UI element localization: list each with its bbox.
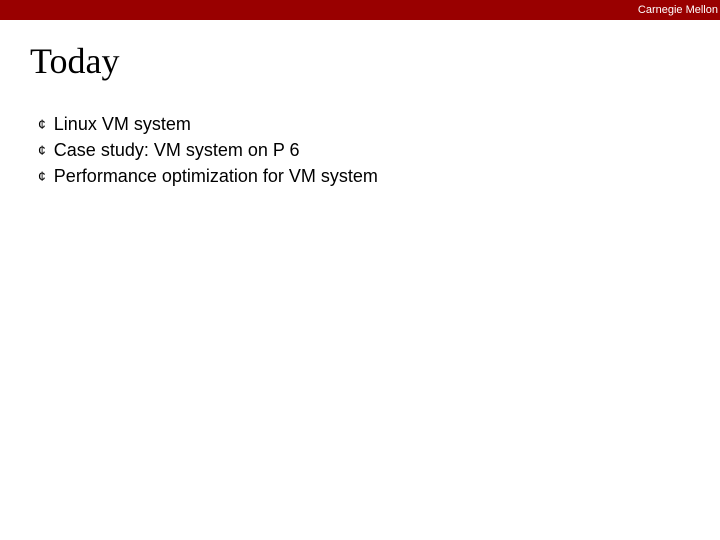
bullet-text: Linux VM system <box>54 112 191 136</box>
slide-content: Today ¢ Linux VM system ¢ Case study: VM… <box>0 20 720 188</box>
bullet-marker: ¢ <box>38 164 46 188</box>
bullet-text: Case study: VM system on P 6 <box>54 138 300 162</box>
list-item: ¢ Case study: VM system on P 6 <box>38 138 690 162</box>
header-bar: Carnegie Mellon <box>0 0 720 20</box>
bullet-list: ¢ Linux VM system ¢ Case study: VM syste… <box>30 112 690 188</box>
header-org-label: Carnegie Mellon <box>638 4 718 16</box>
slide-title: Today <box>30 40 690 82</box>
list-item: ¢ Linux VM system <box>38 112 690 136</box>
bullet-text: Performance optimization for VM system <box>54 164 378 188</box>
list-item: ¢ Performance optimization for VM system <box>38 164 690 188</box>
bullet-marker: ¢ <box>38 138 46 162</box>
bullet-marker: ¢ <box>38 112 46 136</box>
